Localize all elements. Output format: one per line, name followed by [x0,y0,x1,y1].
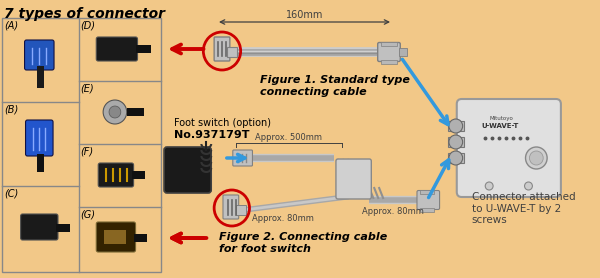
Text: 7 types of connector: 7 types of connector [4,7,165,21]
FancyBboxPatch shape [20,214,58,240]
Text: (E): (E) [80,83,94,93]
FancyBboxPatch shape [96,222,136,252]
Bar [136,45,151,53]
FancyBboxPatch shape [26,120,53,156]
Circle shape [529,151,543,165]
Bar [236,205,245,215]
Bar [56,224,70,232]
Text: Approx. 80mm: Approx. 80mm [252,214,314,223]
Circle shape [524,182,532,190]
Bar [131,171,145,179]
Bar [134,234,148,242]
FancyBboxPatch shape [417,190,440,210]
Text: Figure 2. Connecting cable
for foot switch: Figure 2. Connecting cable for foot swit… [219,232,388,254]
Text: (G): (G) [80,209,95,219]
Bar [399,48,407,56]
Text: (B): (B) [4,104,18,114]
Bar [104,230,126,244]
FancyBboxPatch shape [98,163,134,187]
Text: Approx. 80mm: Approx. 80mm [362,207,424,216]
FancyBboxPatch shape [457,99,561,197]
Text: 160mm: 160mm [286,10,323,20]
Bar [37,154,44,172]
Circle shape [103,100,127,124]
Bar [127,108,145,116]
Circle shape [449,135,463,149]
Circle shape [449,151,463,165]
Circle shape [449,119,463,133]
Circle shape [485,182,493,190]
FancyBboxPatch shape [233,150,253,166]
Text: Connector attached
to U-WAVE-T by 2
screws: Connector attached to U-WAVE-T by 2 scre… [472,192,575,225]
Bar [448,153,464,163]
Bar [381,42,397,46]
FancyBboxPatch shape [377,43,400,61]
FancyBboxPatch shape [164,147,211,193]
Bar [421,190,434,194]
FancyBboxPatch shape [96,37,137,61]
Text: (C): (C) [4,188,18,198]
Circle shape [109,106,121,118]
Text: (F): (F) [80,146,94,156]
FancyBboxPatch shape [223,195,239,219]
Bar [37,66,44,88]
Text: (A): (A) [4,20,18,30]
Bar [227,47,237,57]
FancyBboxPatch shape [214,37,230,61]
Text: (D): (D) [80,20,95,30]
Text: U-WAVE-T: U-WAVE-T [481,123,518,129]
Text: Mitutoyo: Mitutoyo [489,116,513,121]
Circle shape [526,147,547,169]
Bar [448,121,464,131]
Text: Approx. 500mm: Approx. 500mm [255,133,322,142]
Text: No.937179T: No.937179T [174,130,250,140]
Text: Figure 1. Standard type
connecting cable: Figure 1. Standard type connecting cable [260,75,410,96]
FancyBboxPatch shape [336,159,371,199]
Bar [421,208,434,212]
FancyBboxPatch shape [25,40,54,70]
Bar [448,137,464,147]
Bar [381,60,397,64]
Bar [2,18,161,272]
Text: Foot switch (option): Foot switch (option) [174,118,271,128]
